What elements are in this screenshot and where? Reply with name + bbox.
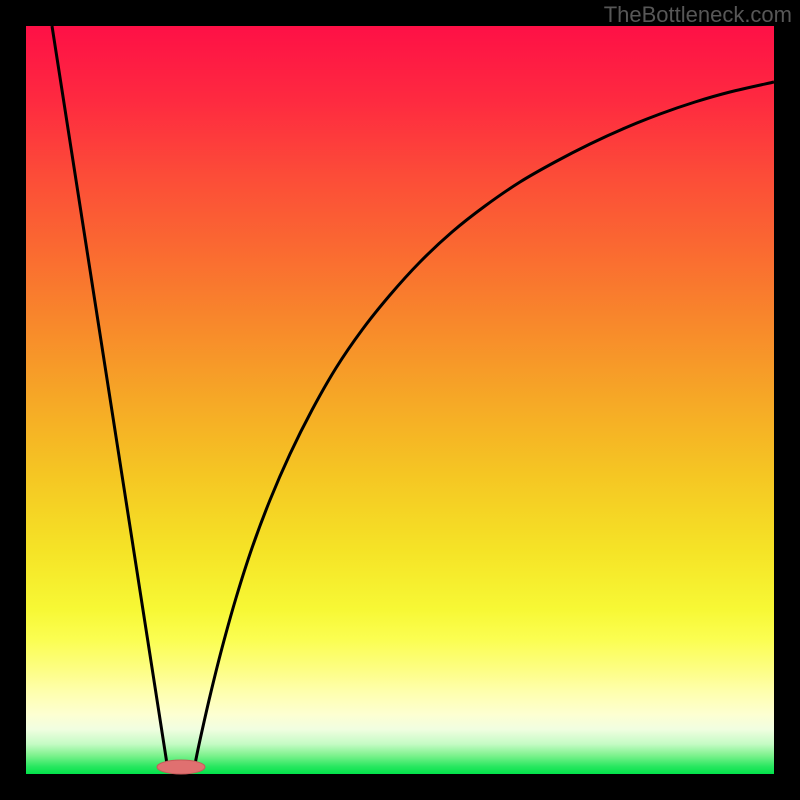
bottleneck-chart [0, 0, 800, 800]
optimal-marker [157, 760, 205, 774]
watermark-text: TheBottleneck.com [604, 2, 792, 28]
chart-background [26, 26, 774, 774]
chart-container: TheBottleneck.com [0, 0, 800, 800]
